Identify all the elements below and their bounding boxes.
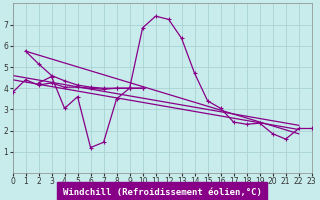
- X-axis label: Windchill (Refroidissement éolien,°C): Windchill (Refroidissement éolien,°C): [63, 188, 261, 197]
